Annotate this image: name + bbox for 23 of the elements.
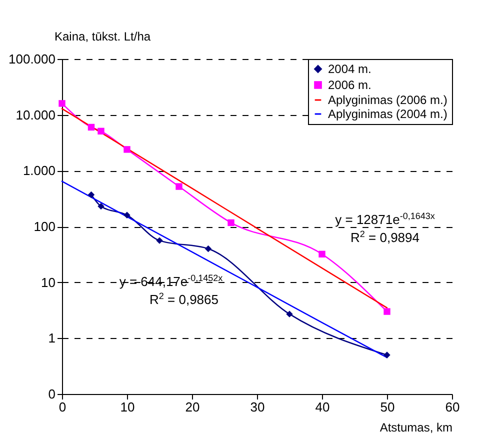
y-tick-label: 0	[48, 386, 56, 402]
x-tick-label: 10	[120, 400, 135, 414]
x-tick-label: 30	[250, 400, 265, 414]
x-tick-label: 20	[185, 400, 200, 414]
y-axis-title: Kaina, tūkst. Lt/ha	[54, 30, 151, 44]
legend-label: 2004 m.	[328, 62, 372, 76]
annotation: R$^{2}$ = 0,9894	[350, 228, 420, 246]
y-tick-label: 100	[34, 219, 56, 234]
x-tick-label: 40	[315, 400, 330, 414]
x-tick-label: 50	[380, 400, 395, 414]
y-tick-label: 1.000	[22, 163, 56, 178]
x-tick-label: 60	[445, 400, 460, 414]
annotation: y = 12871e$^{-0,1643x}$	[335, 210, 435, 228]
legend-label: Aplyginimas (2006 m.)	[328, 93, 448, 107]
y-tick-label: 1	[48, 330, 56, 346]
x-axis-title: Atstumas, km	[380, 420, 452, 434]
y-tick-label: 100.000	[8, 52, 56, 66]
annotation: R$^{2}$ = 0,9865	[150, 290, 218, 308]
y-tick-label: 10	[41, 274, 56, 290]
legend-label: 2006 m.	[328, 78, 372, 92]
x-tick-label: 0	[58, 400, 66, 414]
y-tick-label: 10.000	[16, 107, 56, 122]
legend-label: Aplyginimas (2004 m.)	[328, 107, 448, 121]
